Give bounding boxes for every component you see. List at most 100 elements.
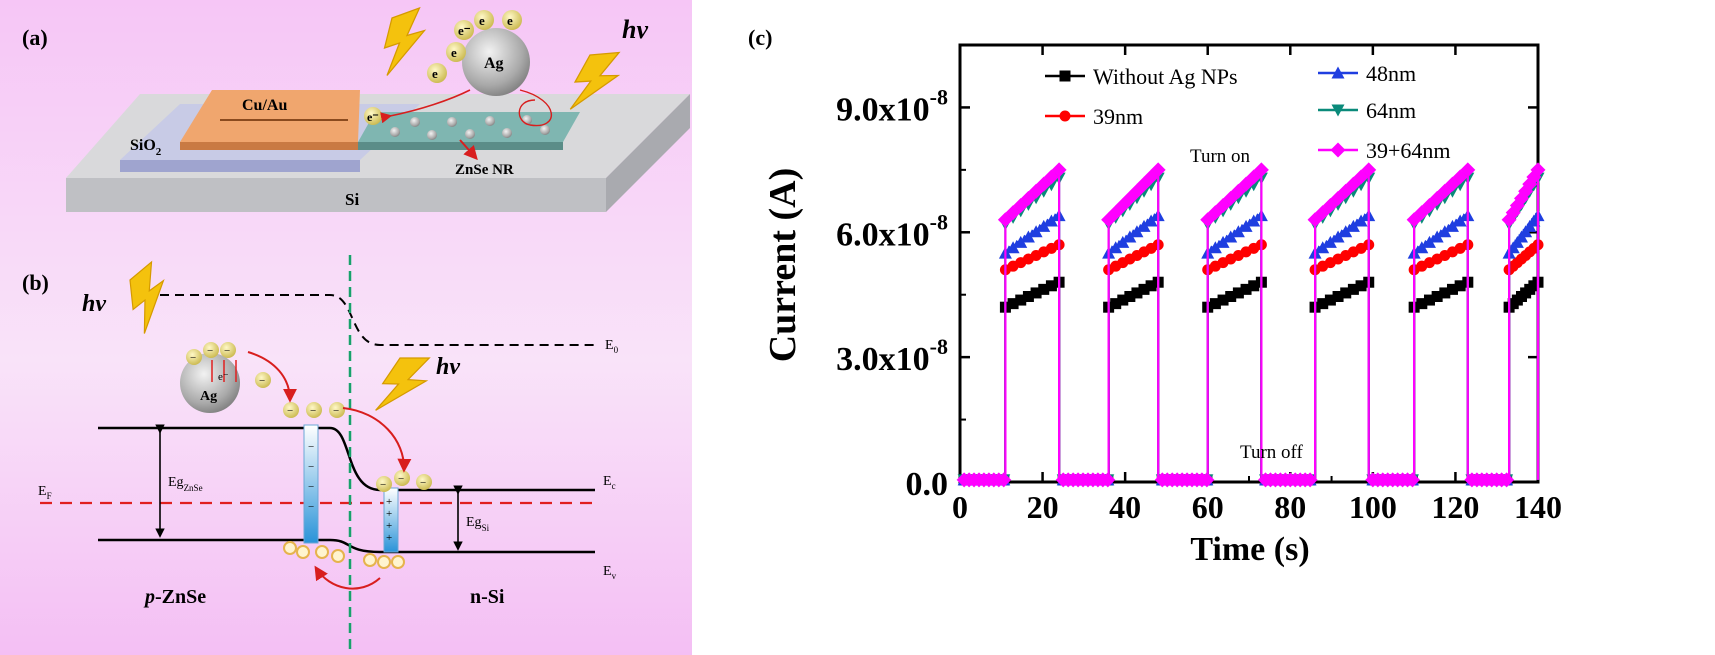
data-point xyxy=(1116,235,1130,248)
n-si-label: n-Si xyxy=(470,586,505,608)
data-point xyxy=(1430,230,1444,243)
legend: Without Ag NPs 39nm 48nm 64nm 39+64nm xyxy=(1045,61,1451,163)
x-tick-label: 60 xyxy=(1192,489,1224,525)
svg-text:−: − xyxy=(310,405,316,417)
turn-on-annotation: Turn on xyxy=(1190,146,1251,167)
svg-text:e: e xyxy=(507,13,513,28)
znse-nr-label: ZnSe NR xyxy=(455,162,514,178)
svg-text:+: + xyxy=(386,532,392,544)
data-point xyxy=(1324,294,1336,306)
data-point xyxy=(1415,241,1429,254)
ag-nanoparticles-on-ribbon xyxy=(390,115,550,140)
data-point xyxy=(1131,287,1143,299)
data-point xyxy=(1006,241,1020,254)
vacuum-level xyxy=(160,294,595,346)
plot-area xyxy=(958,43,1540,484)
si-label: Si xyxy=(345,190,359,209)
x-tick-label: 40 xyxy=(1109,489,1141,525)
panel-c: (c) 0.0 3.0x10-8 6.0x10-8 9.0x10-8 0 20 40 60 8… xyxy=(748,25,1562,568)
legend-item: 39+64nm xyxy=(1318,138,1451,163)
x-tick-label: 140 xyxy=(1514,489,1562,525)
svg-text:−: − xyxy=(190,352,196,364)
data-point xyxy=(1347,283,1359,295)
legend-label: 39+64nm xyxy=(1366,138,1451,163)
electrons-a: e e e⁻ e e e⁻ xyxy=(364,10,522,125)
series-group xyxy=(956,162,1546,488)
data-point xyxy=(1225,290,1237,302)
data-point xyxy=(1013,198,1029,214)
legend-marker xyxy=(1330,142,1346,158)
y-axis-title: Current (A) xyxy=(762,168,804,363)
data-point xyxy=(1354,214,1368,227)
legend-item: 64nm xyxy=(1318,98,1416,123)
data-point xyxy=(1332,290,1344,302)
data-point xyxy=(1340,287,1352,299)
data-point xyxy=(1216,235,1230,248)
data-point xyxy=(1044,214,1058,227)
legend-marker xyxy=(1059,110,1071,122)
svg-text:e⁻: e⁻ xyxy=(367,110,379,124)
data-point xyxy=(1137,219,1151,232)
legend-label: Without Ag NPs xyxy=(1093,64,1238,89)
data-point xyxy=(1007,298,1019,310)
svg-text:−: − xyxy=(259,375,265,387)
legend-item: 39nm xyxy=(1045,104,1143,129)
series-4 xyxy=(956,162,1546,488)
data-point xyxy=(1109,241,1123,254)
data-point xyxy=(1423,294,1435,306)
data-point xyxy=(1431,290,1443,302)
panel-a: (a) Si SiO2 Cu/Au ZnSe NR xyxy=(22,7,690,212)
data-point xyxy=(1124,290,1136,302)
hv-label-b1: hv xyxy=(82,291,106,317)
x-tick-label: 0 xyxy=(952,489,968,525)
data-point xyxy=(1208,241,1222,254)
data-point xyxy=(1248,280,1260,292)
sio2-label: SiO2 xyxy=(130,137,162,158)
data-point xyxy=(1331,230,1345,243)
svg-text:−: − xyxy=(308,441,314,453)
svg-text:e⁻: e⁻ xyxy=(218,371,229,383)
data-point xyxy=(1361,162,1377,178)
data-point xyxy=(1355,280,1367,292)
svg-text:−: − xyxy=(398,473,404,485)
data-point xyxy=(1231,225,1245,238)
data-point xyxy=(1144,214,1158,227)
svg-text:−: − xyxy=(224,345,230,357)
svg-text:−: − xyxy=(287,405,293,417)
data-point xyxy=(1029,225,1043,238)
si-substrate-side xyxy=(606,94,690,212)
data-point xyxy=(1045,280,1057,292)
y-tick-label: 0.0 xyxy=(906,466,949,503)
sio2-layer-front xyxy=(120,160,360,172)
svg-text:−: − xyxy=(308,481,314,493)
data-point xyxy=(1110,298,1122,310)
data-point xyxy=(1117,294,1129,306)
data-point xyxy=(1453,214,1467,227)
x-tick-label: 80 xyxy=(1274,489,1306,525)
ag-label-b: Ag xyxy=(200,389,217,404)
x-tick-labels: 0 20 40 60 80 100 120 140 xyxy=(952,489,1562,525)
legend-item: 48nm xyxy=(1318,61,1416,86)
data-point xyxy=(1232,287,1244,299)
data-point xyxy=(1445,219,1459,232)
svg-text:−: − xyxy=(207,345,213,357)
y-tick-labels: 0.0 3.0x10-8 6.0x10-8 9.0x10-8 xyxy=(836,84,948,503)
depletion-column-left xyxy=(303,424,319,544)
data-point xyxy=(1014,235,1028,248)
eg-znse-label: EgZnSe xyxy=(168,475,203,493)
y-tick-label: 6.0x10-8 xyxy=(836,209,948,253)
y-tick-label: 9.0x10-8 xyxy=(836,84,948,128)
data-point xyxy=(1051,162,1067,178)
legend-marker xyxy=(1331,104,1345,117)
x-tick-label: 100 xyxy=(1349,489,1397,525)
data-point xyxy=(1454,280,1466,292)
ef-label: EF xyxy=(38,484,52,501)
data-point xyxy=(1346,219,1360,232)
data-point xyxy=(1224,230,1238,243)
data-point xyxy=(1150,162,1166,178)
legend-label: 64nm xyxy=(1366,98,1416,123)
svg-text:+: + xyxy=(386,520,392,532)
data-point xyxy=(1446,283,1458,295)
legend-label: 39nm xyxy=(1093,104,1143,129)
